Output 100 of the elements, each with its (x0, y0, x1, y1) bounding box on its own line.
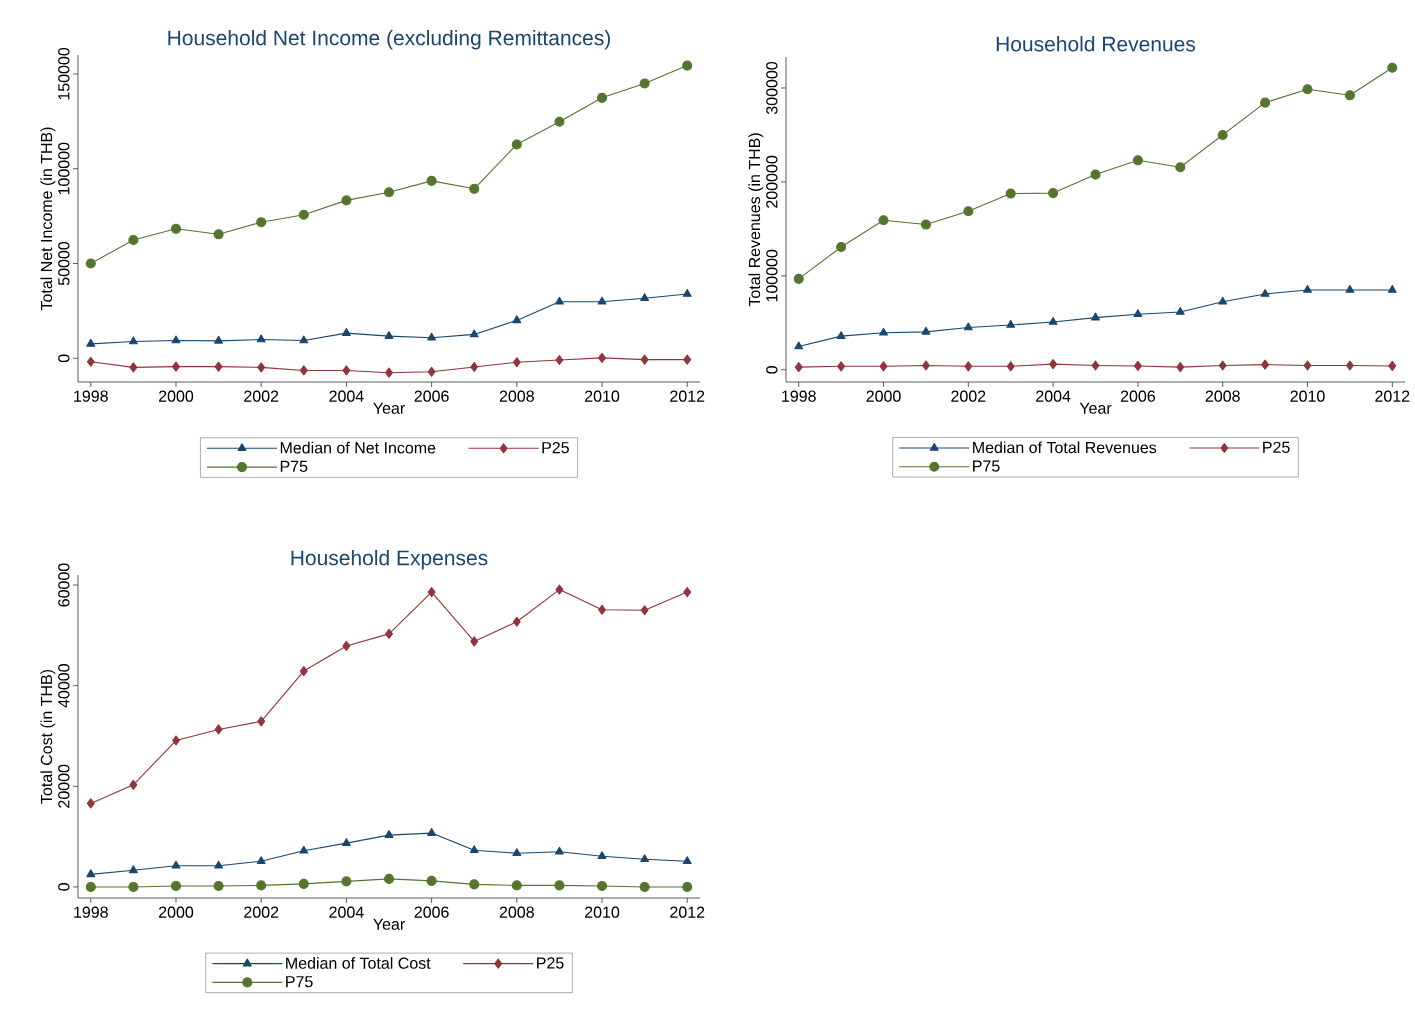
x-tick-label: 1998 (782, 390, 816, 402)
legend-label: Median of Total Revenues (973, 441, 1157, 454)
point (469, 845, 479, 853)
point (299, 845, 309, 854)
point (1091, 360, 1100, 371)
point (256, 880, 267, 891)
point (794, 362, 803, 373)
point (921, 326, 931, 335)
point (1048, 316, 1058, 325)
point (213, 880, 224, 891)
point (1218, 360, 1227, 371)
x-tick-label: 2004 (329, 906, 364, 918)
point (427, 587, 436, 598)
point (1388, 360, 1397, 371)
point (554, 846, 564, 855)
x-tick-label: 2006 (414, 906, 449, 918)
point (426, 175, 437, 186)
point (256, 334, 266, 343)
point (964, 361, 973, 372)
point (1387, 284, 1397, 293)
point (682, 856, 692, 865)
chart-title: Household Net Income (excluding Remittances) (168, 29, 610, 50)
point (555, 354, 564, 366)
point (682, 881, 693, 892)
point (512, 315, 522, 324)
point (1049, 359, 1058, 370)
point (1175, 162, 1186, 173)
chart-title: Household Revenues (996, 36, 1196, 52)
point (299, 365, 308, 376)
point (341, 876, 352, 887)
point (86, 356, 95, 367)
point (171, 335, 181, 344)
point (1345, 284, 1355, 293)
point (170, 223, 182, 234)
point (1344, 90, 1355, 101)
point (1133, 360, 1142, 371)
point (1133, 309, 1143, 317)
y-axis-title: Total Net Income (in THB) (40, 127, 56, 311)
point (1261, 359, 1270, 370)
point (1006, 361, 1015, 372)
point (427, 332, 437, 341)
point (794, 341, 804, 350)
y-tick-label: 60000 (58, 563, 70, 607)
x-tick-label: 2000 (159, 906, 194, 918)
point (128, 234, 139, 246)
point (85, 258, 96, 269)
point (384, 331, 394, 339)
point (639, 881, 650, 892)
x-tick-label: 2012 (670, 906, 705, 918)
point (1345, 360, 1354, 371)
point (469, 879, 480, 890)
point (1218, 296, 1228, 305)
point (86, 798, 95, 809)
x-tick-label: 2010 (585, 906, 620, 918)
legend-label: P25 (1263, 441, 1290, 453)
point (341, 838, 351, 846)
legend-label: P25 (537, 957, 564, 969)
point (511, 880, 522, 891)
point (257, 362, 266, 373)
point (922, 360, 930, 371)
point (427, 828, 437, 836)
point (214, 335, 224, 344)
point (597, 296, 607, 305)
legend-label: P75 (280, 460, 308, 473)
x-tick-label: 2000 (866, 390, 901, 402)
point (596, 92, 608, 103)
x-tick-label: 2004 (329, 390, 364, 402)
x-axis-title: Year (1079, 402, 1112, 414)
point (1176, 362, 1185, 373)
point (213, 229, 224, 240)
point (128, 881, 139, 892)
point (256, 856, 266, 865)
point (596, 880, 608, 891)
point (1175, 306, 1185, 315)
point (469, 183, 480, 194)
point (171, 860, 181, 869)
point (682, 60, 693, 71)
point (682, 288, 692, 297)
point (597, 851, 607, 860)
x-tick-label: 1998 (74, 390, 108, 402)
x-tick-label: 2008 (499, 390, 534, 402)
x-tick-label: 1998 (74, 906, 108, 918)
point (298, 209, 309, 220)
point (426, 875, 437, 886)
y-tick-label: 0 (766, 365, 778, 374)
point (1387, 62, 1398, 73)
y-tick-label: 300000 (766, 61, 778, 115)
point (1260, 288, 1270, 297)
point (793, 273, 804, 284)
point (511, 139, 522, 150)
point (128, 865, 138, 874)
point (554, 880, 565, 891)
point (170, 880, 182, 891)
point (878, 215, 889, 226)
point (129, 362, 138, 373)
x-tick-label: 2008 (1205, 390, 1240, 402)
point (257, 716, 266, 727)
point (427, 366, 436, 377)
point (640, 354, 649, 365)
y-axis-title: Total Cost (in THB) (40, 669, 56, 804)
